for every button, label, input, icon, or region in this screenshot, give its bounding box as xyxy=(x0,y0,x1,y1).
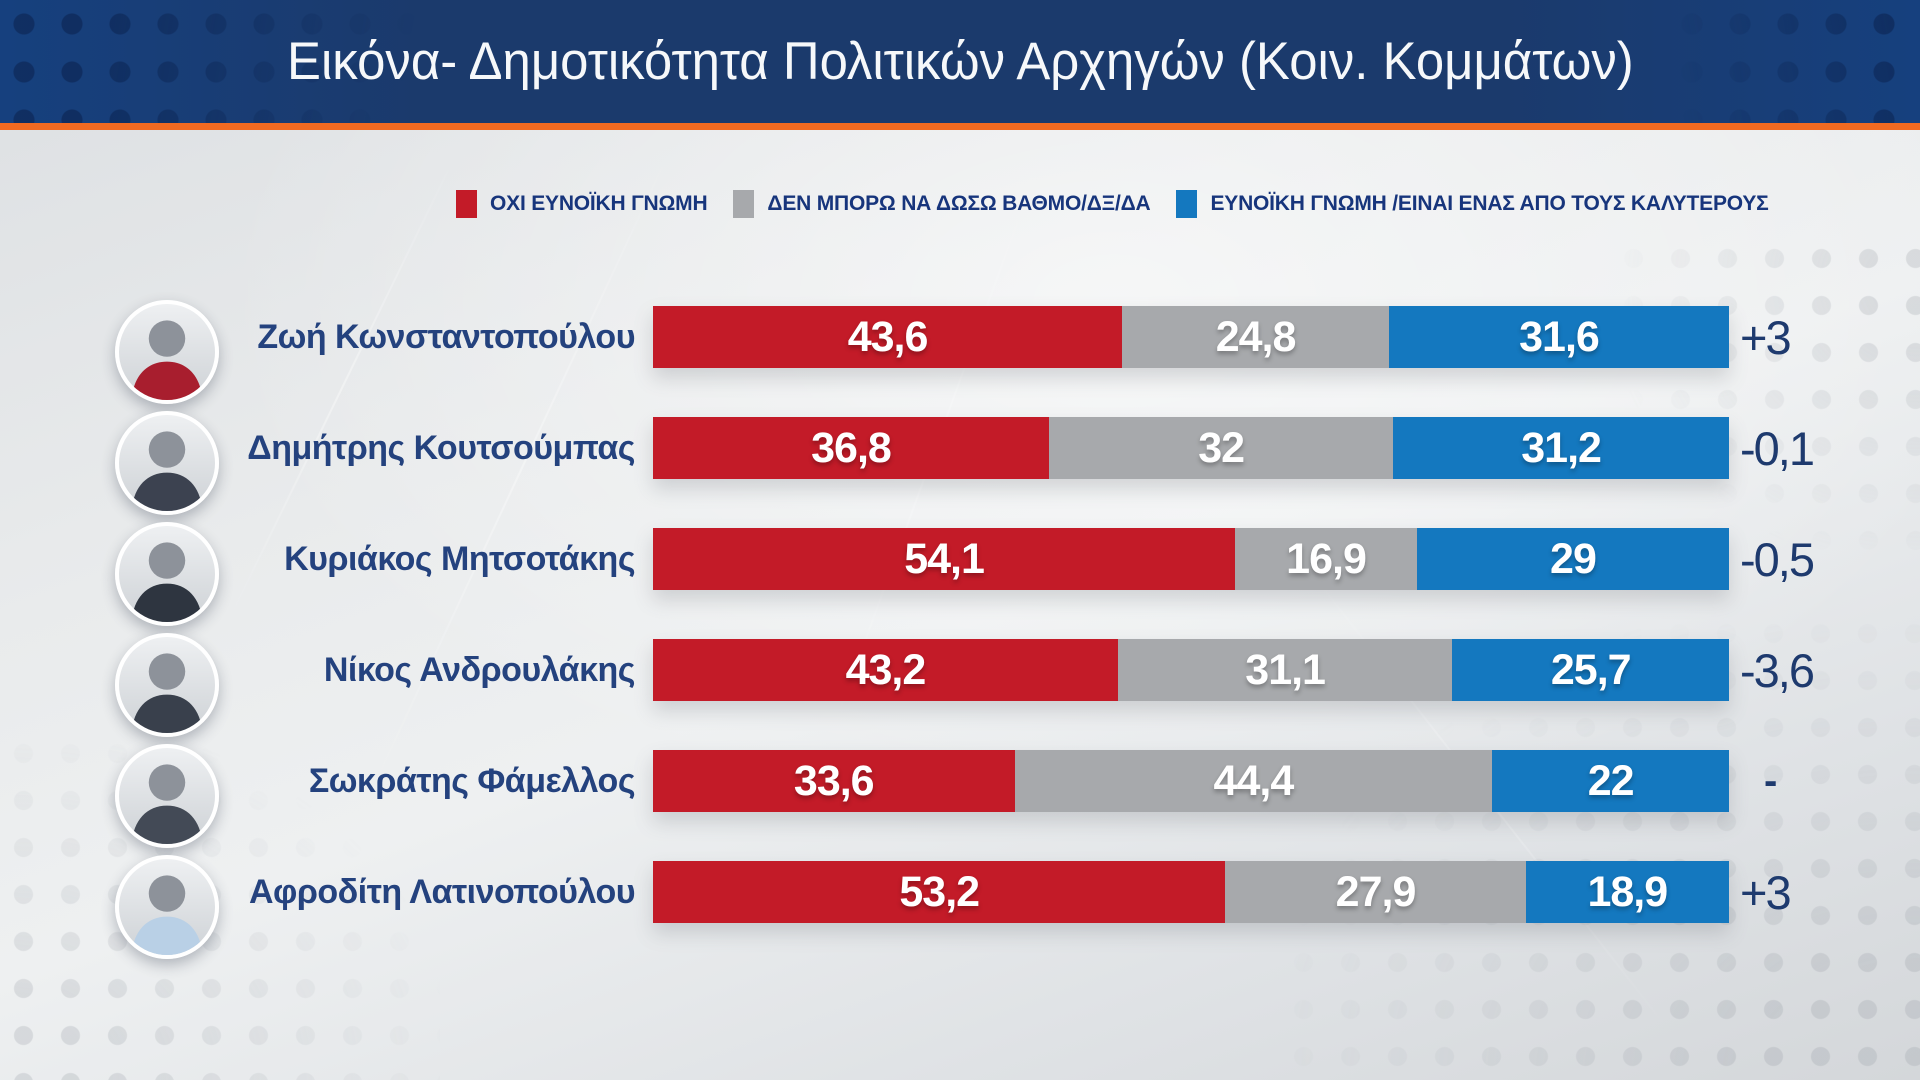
legend-item-favorable: ΕΥΝΟΪΚΗ ΓΝΩΜΗ /ΕΙΝΑΙ ΕΝΑΣ ΑΠΟ ΤΟΥΣ ΚΑΛΥΤ… xyxy=(1176,190,1769,218)
avatar xyxy=(115,633,219,737)
avatar xyxy=(115,522,219,626)
leader-row: Αφροδίτη Λατινοπούλου 53,2 27,9 18,9 +3 xyxy=(0,855,1920,959)
bar-value-favorable: 31,6 xyxy=(1519,312,1600,361)
leader-row: Σωκράτης Φάμελλος 33,6 44,4 22 - xyxy=(0,744,1920,848)
bar-value-favorable: 31,2 xyxy=(1521,423,1602,472)
person-silhouette-icon xyxy=(131,320,203,400)
person-silhouette-icon xyxy=(131,764,203,844)
leader-row: Δημήτρης Κουτσούμπας 36,8 32 31,2 -0,1 xyxy=(0,411,1920,515)
delta-value: - xyxy=(1764,758,1778,803)
header-band: Εικόνα- Δημοτικότητα Πολιτικών Αρχηγών (… xyxy=(0,0,1920,123)
avatar xyxy=(115,411,219,515)
delta-value: -3,6 xyxy=(1740,643,1815,697)
bar-value-favorable: 22 xyxy=(1587,756,1635,805)
bar-value-neutral: 24,8 xyxy=(1215,312,1297,361)
delta-value: +3 xyxy=(1740,310,1792,364)
legend-swatch-red-icon xyxy=(456,190,477,218)
bar-value-neutral: 31,1 xyxy=(1245,645,1326,694)
stacked-bar: 53,2 27,9 18,9 xyxy=(653,861,1729,923)
leader-row: Κυριάκος Μητσοτάκης 54,1 16,9 29 -0,5 xyxy=(0,522,1920,626)
legend-swatch-blue-icon xyxy=(1176,190,1198,218)
bar-value-unfavorable: 54,1 xyxy=(904,534,985,583)
bar-segment-neutral: 16,9 xyxy=(1235,528,1417,590)
stacked-bar: 36,8 32 31,2 xyxy=(653,417,1729,479)
legend: ΟΧΙ ΕΥΝΟΪΚΗ ΓΝΩΜΗ ΔΕΝ ΜΠΟΡΩ ΝΑ ΔΩΣΩ ΒΑΘΜ… xyxy=(456,190,1769,218)
bar-value-favorable: 18,9 xyxy=(1587,867,1668,916)
bar-value-unfavorable: 43,6 xyxy=(847,312,929,361)
bar-segment-favorable: 31,6 xyxy=(1388,306,1729,368)
background-dots-top-right xyxy=(1610,235,1920,565)
person-silhouette-icon xyxy=(131,653,203,733)
avatar xyxy=(115,744,219,848)
bar-value-unfavorable: 33,6 xyxy=(793,756,875,805)
header-accent-bar xyxy=(0,123,1920,130)
page-title: Εικόνα- Δημοτικότητα Πολιτικών Αρχηγών (… xyxy=(286,32,1634,91)
bar-value-neutral: 44,4 xyxy=(1213,756,1295,805)
bar-segment-unfavorable: 36,8 xyxy=(653,417,1049,479)
legend-item-unfavorable: ΟΧΙ ΕΥΝΟΪΚΗ ΓΝΩΜΗ xyxy=(456,190,708,218)
bar-value-neutral: 16,9 xyxy=(1286,534,1367,583)
bar-segment-unfavorable: 33,6 xyxy=(653,750,1015,812)
leader-name: Δημήτρης Κουτσούμπας xyxy=(247,428,635,467)
bar-segment-neutral: 24,8 xyxy=(1122,306,1389,368)
bar-segment-neutral: 27,9 xyxy=(1225,861,1526,923)
person-silhouette-icon xyxy=(131,431,203,511)
bar-segment-unfavorable: 43,6 xyxy=(653,306,1123,368)
bar-segment-neutral: 44,4 xyxy=(1014,750,1493,812)
bar-segment-favorable: 31,2 xyxy=(1393,417,1729,479)
stacked-bar: 43,2 31,1 25,7 xyxy=(653,639,1729,701)
bar-segment-favorable: 22 xyxy=(1492,750,1729,812)
bar-segment-favorable: 25,7 xyxy=(1452,639,1729,701)
legend-item-neutral: ΔΕΝ ΜΠΟΡΩ ΝΑ ΔΩΣΩ ΒΑΘΜΟ/ΔΞ/ΔΑ xyxy=(733,190,1151,218)
leader-name: Σωκράτης Φάμελλος xyxy=(308,761,636,800)
leader-name: Κυριάκος Μητσοτάκης xyxy=(284,539,635,578)
leader-name: Αφροδίτη Λατινοπούλου xyxy=(249,872,636,911)
stacked-bar: 33,6 44,4 22 xyxy=(653,750,1729,812)
legend-swatch-gray-icon xyxy=(733,190,755,218)
delta-value: -0,5 xyxy=(1740,532,1815,586)
bar-segment-neutral: 32 xyxy=(1048,417,1394,479)
bar-segment-unfavorable: 53,2 xyxy=(653,861,1226,923)
leader-row: Ζωή Κωνσταντοπούλου 43,6 24,8 31,6 +3 xyxy=(0,300,1920,404)
delta-value: -0,1 xyxy=(1740,421,1815,475)
bar-value-neutral: 32 xyxy=(1198,423,1245,472)
bar-segment-favorable: 18,9 xyxy=(1525,861,1729,923)
bar-value-unfavorable: 43,2 xyxy=(845,645,927,694)
bar-value-favorable: 25,7 xyxy=(1550,645,1632,694)
bar-value-favorable: 29 xyxy=(1550,534,1597,583)
bar-segment-favorable: 29 xyxy=(1416,528,1729,590)
delta-value: +3 xyxy=(1740,865,1792,919)
legend-label: ΕΥΝΟΪΚΗ ΓΝΩΜΗ /ΕΙΝΑΙ ΕΝΑΣ ΑΠΟ ΤΟΥΣ ΚΑΛΥΤ… xyxy=(1210,192,1769,215)
bar-value-unfavorable: 36,8 xyxy=(811,423,892,472)
stacked-bar: 43,6 24,8 31,6 xyxy=(653,306,1729,368)
avatar xyxy=(115,300,219,404)
legend-label: ΟΧΙ ΕΥΝΟΪΚΗ ΓΝΩΜΗ xyxy=(490,192,708,215)
bar-segment-unfavorable: 43,2 xyxy=(653,639,1118,701)
bar-value-neutral: 27,9 xyxy=(1335,867,1417,916)
stacked-bar: 54,1 16,9 29 xyxy=(653,528,1729,590)
person-silhouette-icon xyxy=(131,542,203,622)
bar-segment-unfavorable: 54,1 xyxy=(653,528,1236,590)
bar-value-unfavorable: 53,2 xyxy=(899,867,980,916)
legend-label: ΔΕΝ ΜΠΟΡΩ ΝΑ ΔΩΣΩ ΒΑΘΜΟ/ΔΞ/ΔΑ xyxy=(767,192,1151,215)
bar-segment-neutral: 31,1 xyxy=(1117,639,1453,701)
leader-row: Νίκος Ανδρουλάκης 43,2 31,1 25,7 -3,6 xyxy=(0,633,1920,737)
avatar xyxy=(115,855,219,959)
leader-name: Ζωή Κωνσταντοπούλου xyxy=(257,317,635,356)
header-title-wrap: Εικόνα- Δημοτικότητα Πολιτικών Αρχηγών (… xyxy=(0,0,1920,123)
person-silhouette-icon xyxy=(131,875,203,955)
leader-name: Νίκος Ανδρουλάκης xyxy=(323,650,636,689)
